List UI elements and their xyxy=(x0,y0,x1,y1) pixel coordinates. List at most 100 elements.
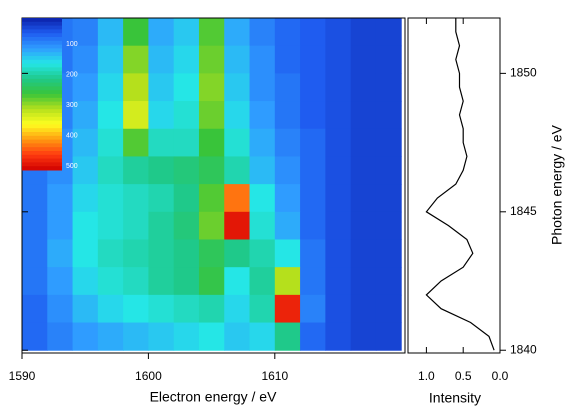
heatmap-cell xyxy=(249,184,276,213)
heatmap-cell xyxy=(173,239,200,268)
colorbar-segment xyxy=(22,63,62,68)
heatmap-cell xyxy=(198,101,225,130)
heatmap-cell xyxy=(72,294,99,324)
heatmap-cell xyxy=(249,73,276,102)
heatmap-cell xyxy=(198,322,225,351)
heatmap-cell xyxy=(375,239,402,268)
heatmap-cell xyxy=(22,239,48,268)
heatmap-cell xyxy=(350,73,377,102)
colorbar-segment xyxy=(22,29,62,34)
heatmap-cell xyxy=(274,184,301,213)
heatmap-cell xyxy=(97,18,124,47)
colorbar-segment xyxy=(22,40,62,46)
heatmap-cell xyxy=(47,211,74,240)
heatmap-cell xyxy=(274,18,301,47)
heatmap-cell xyxy=(198,73,225,102)
heatmap-cell xyxy=(375,184,402,213)
colorbar-segment xyxy=(22,113,62,118)
heatmap-cell xyxy=(249,239,276,268)
x-tick-label: 1600 xyxy=(135,369,162,383)
heatmap-cell xyxy=(325,128,352,157)
colorbar-segment xyxy=(22,132,62,137)
heatmap-cell xyxy=(97,239,124,268)
heatmap-cell xyxy=(72,322,99,351)
heatmap-cell xyxy=(300,184,326,213)
heatmap-cell xyxy=(249,322,276,351)
heatmap-cell xyxy=(123,322,149,351)
colorbar-segment xyxy=(22,21,62,27)
x-axis-label: Electron energy / eV xyxy=(150,389,278,405)
heatmap-cell xyxy=(375,294,402,324)
colorbar-segment xyxy=(22,143,62,148)
heatmap-cell xyxy=(198,18,225,47)
heatmap-cell xyxy=(249,156,276,185)
heatmap-cell xyxy=(224,18,251,47)
heatmap-cell xyxy=(72,211,99,240)
colorbar-segment xyxy=(22,71,62,76)
plot-frame xyxy=(21,17,406,354)
heatmap-cell xyxy=(72,156,99,185)
heatmap-cell xyxy=(325,267,352,296)
heatmap-cell xyxy=(300,322,326,351)
heatmap-cell xyxy=(173,45,200,74)
heatmap-cell xyxy=(274,73,301,102)
heatmap-cell xyxy=(249,294,276,324)
heatmap-cell xyxy=(72,73,99,102)
heatmap-cell xyxy=(72,45,99,74)
colorbar-segment xyxy=(22,154,62,160)
heatmap-cell xyxy=(148,184,175,213)
colorbar-segment xyxy=(22,90,62,95)
heatmap-cell xyxy=(72,128,99,157)
colorbar-segment xyxy=(22,124,62,129)
heatmap-cell xyxy=(350,45,377,74)
heatmap-cell xyxy=(123,239,149,268)
heatmap-cell xyxy=(22,267,48,296)
y-tick-label: 1845 xyxy=(510,204,537,218)
heatmap-cell xyxy=(274,239,301,268)
heatmap-cell xyxy=(224,156,251,185)
colorbar-segment xyxy=(22,33,62,38)
heatmap-cell xyxy=(72,184,99,213)
heatmap-cell xyxy=(350,128,377,157)
heatmap-cell xyxy=(198,267,225,296)
colorbar-segment xyxy=(22,135,62,141)
heatmap-cell xyxy=(274,211,301,240)
heatmap-cell xyxy=(148,101,175,130)
heatmap-cell xyxy=(97,184,124,213)
heatmap-cell xyxy=(198,211,225,240)
heatmap-cell xyxy=(350,101,377,130)
heatmap-cell xyxy=(148,211,175,240)
spectrum-line xyxy=(425,18,495,351)
colorbar-segment xyxy=(22,116,62,122)
heatmap-cell xyxy=(325,18,352,47)
heatmap-cell xyxy=(97,128,124,157)
heatmap-cell xyxy=(97,211,124,240)
heatmap-cell xyxy=(123,184,149,213)
heatmap-cell xyxy=(249,45,276,74)
heatmap-cell xyxy=(47,239,74,268)
colorbar-tick-label: 500 xyxy=(66,163,78,170)
heatmap-cell xyxy=(249,267,276,296)
heatmap-cell xyxy=(198,294,225,324)
colorbar-segment xyxy=(22,94,62,99)
heatmap-cell xyxy=(97,322,124,351)
heatmap-cell xyxy=(224,294,251,324)
heatmap-cell xyxy=(97,294,124,324)
heatmap-cell xyxy=(375,18,402,47)
heatmap-cell xyxy=(224,45,251,74)
colorbar-segment xyxy=(22,78,62,84)
heatmap-cell xyxy=(375,101,402,130)
y-tick-label: 1840 xyxy=(510,342,537,356)
heatmap-cell xyxy=(198,128,225,157)
heatmap-cell xyxy=(173,322,200,351)
colorbar-segment xyxy=(22,162,62,167)
heatmap-cell xyxy=(148,45,175,74)
heatmap-cell xyxy=(173,267,200,296)
heatmap-cell xyxy=(274,156,301,185)
heatmap-cell xyxy=(97,156,124,185)
heatmap-cell xyxy=(300,156,326,185)
heatmap-cell xyxy=(350,156,377,185)
x-tick-label: 1590 xyxy=(9,369,36,383)
heatmap-cell xyxy=(350,239,377,268)
colorbar-segment xyxy=(22,48,62,53)
